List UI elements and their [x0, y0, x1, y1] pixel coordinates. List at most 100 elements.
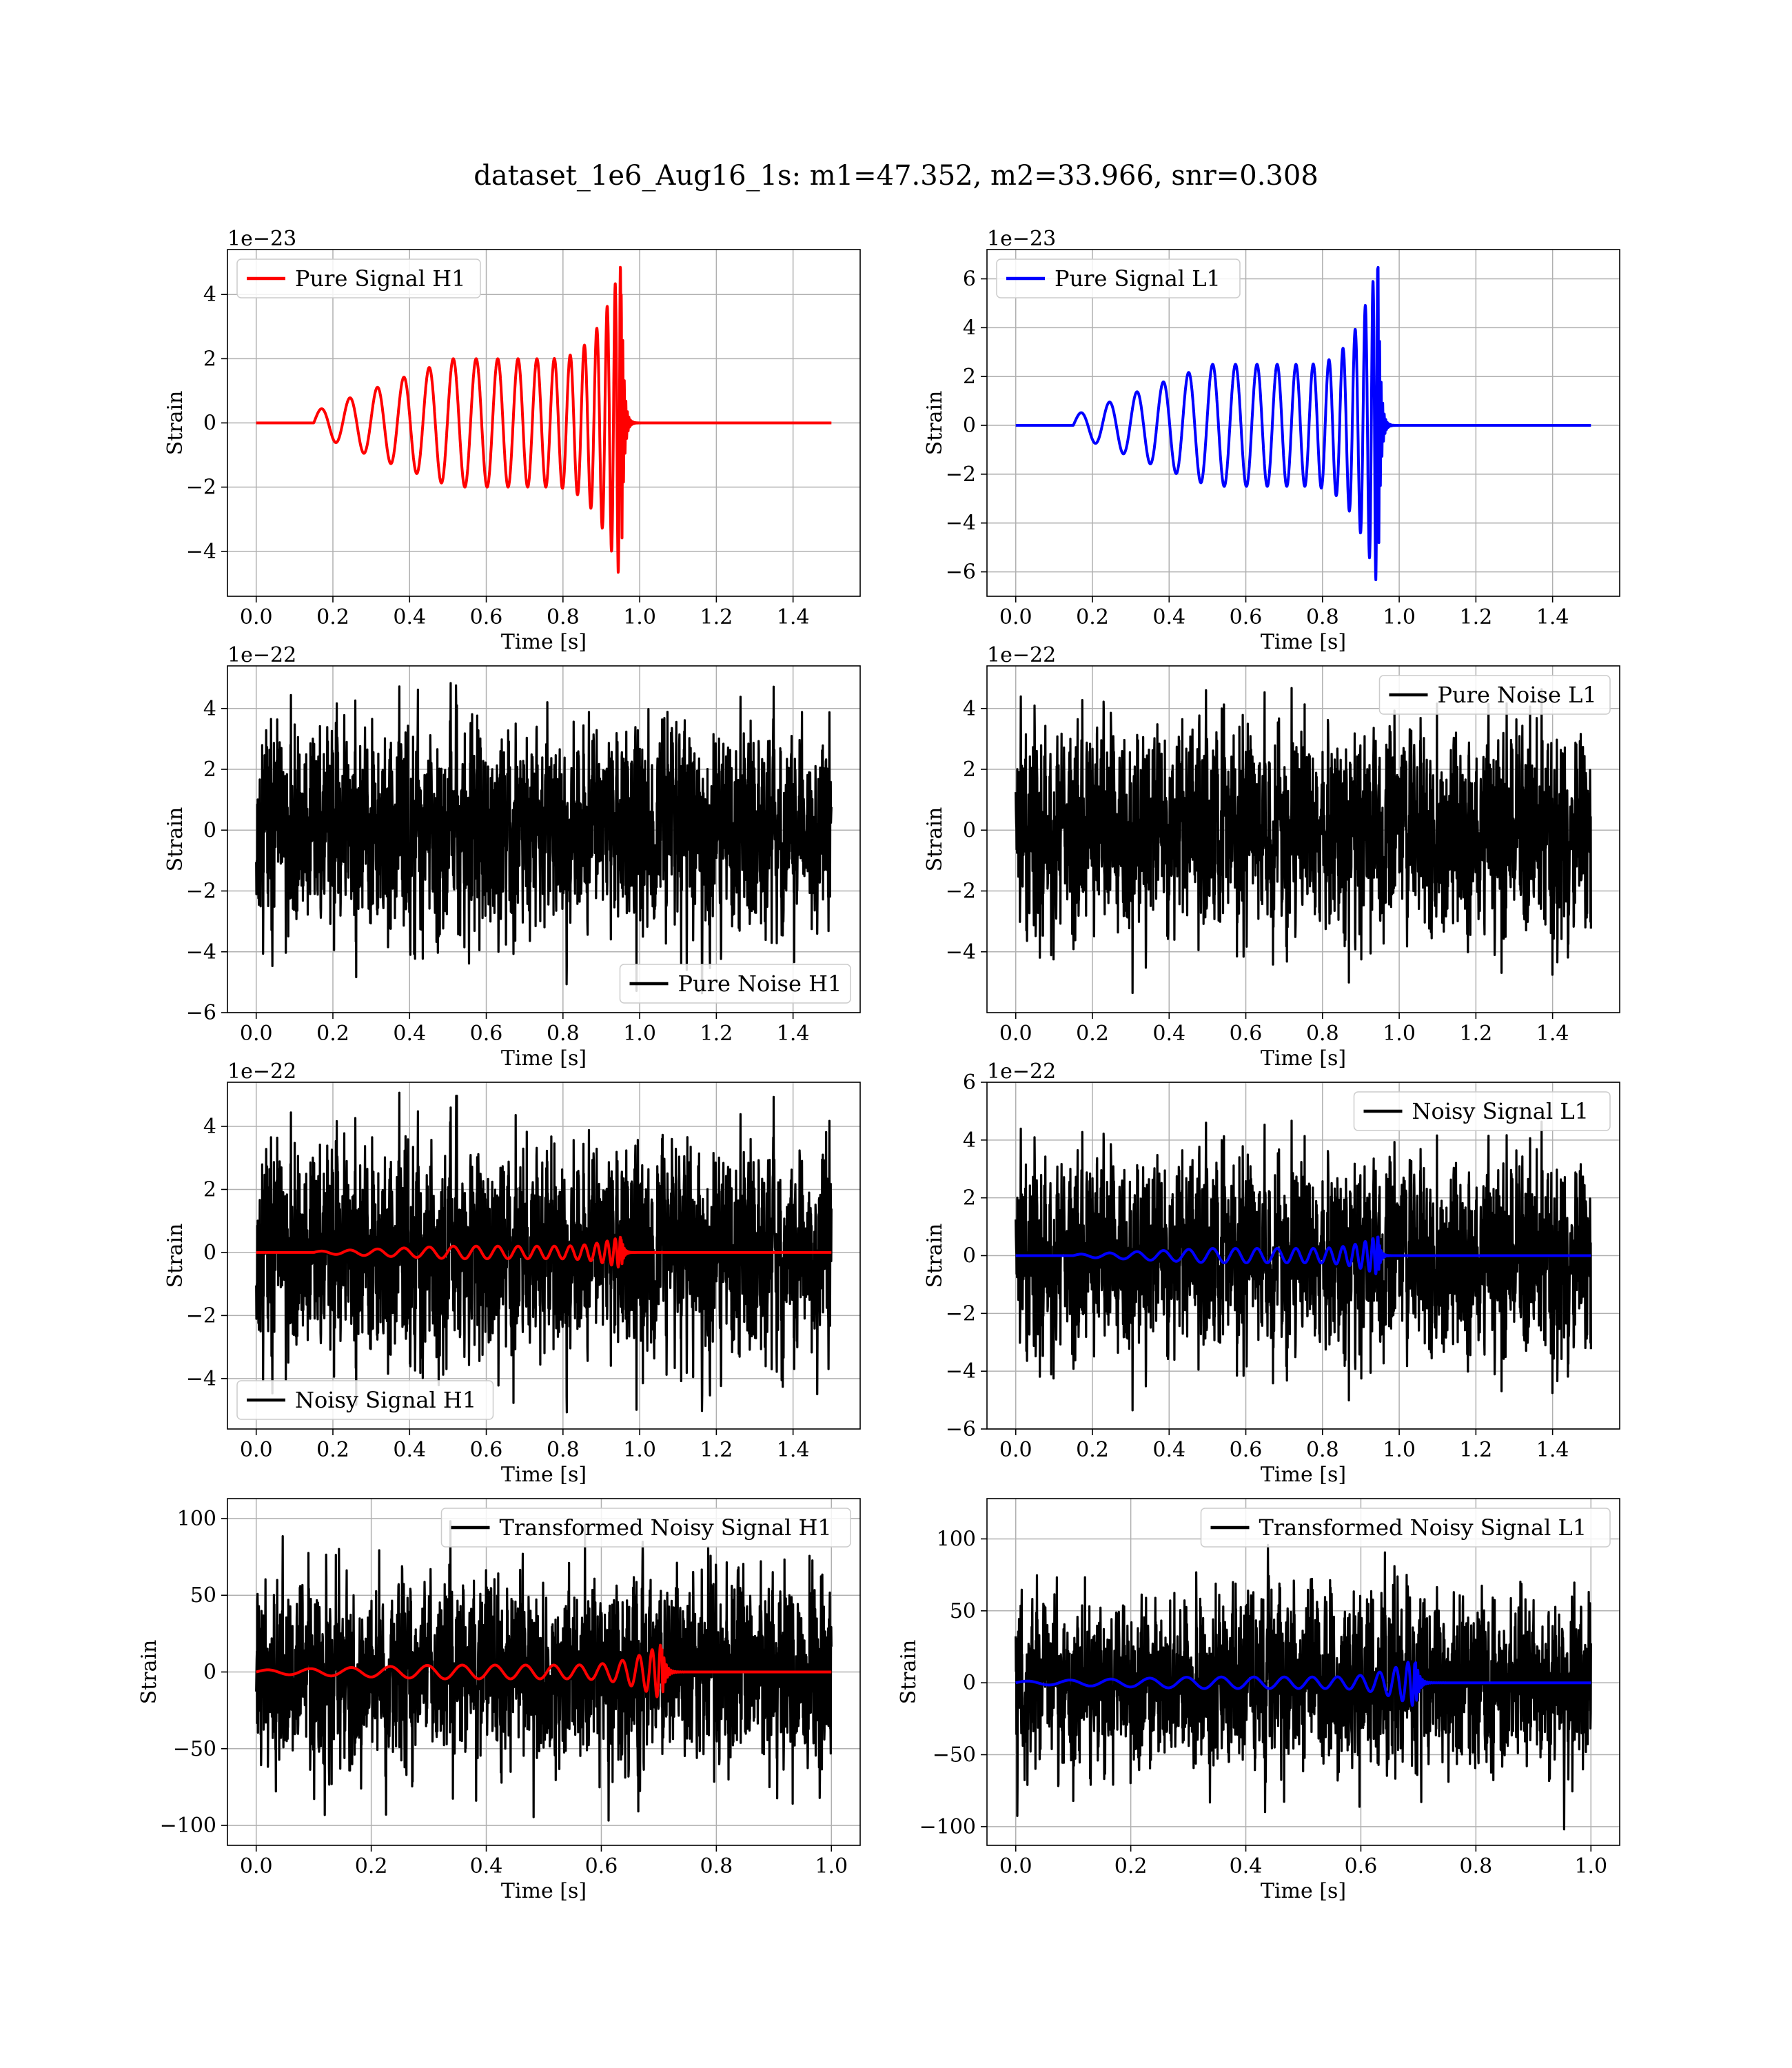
y-tick-label: 2 [963, 758, 976, 782]
x-tick-label: 0.4 [393, 1022, 426, 1046]
legend-box [619, 964, 851, 1004]
x-tick-label: 0.6 [1345, 1854, 1378, 1878]
legend-label: Pure Noise H1 [678, 971, 842, 997]
y-tick-label: 0 [203, 1241, 216, 1265]
noisy-signal-h1-panel: 0.0 0.2 0.4 0.6 0.8 1.0 1.2 1.4 −4 −2 0 2 4 Time [s] S… [163, 1060, 861, 1487]
pure-signal-h1-signal-line [255, 265, 833, 574]
noisy-signal-h1-signal-line [255, 1235, 833, 1269]
axes-frame [986, 665, 1620, 1013]
legend-label: Noisy Signal L1 [1412, 1098, 1589, 1124]
y-axis-label: Strain [897, 1640, 921, 1705]
pure-signal-l1-signal-line [1015, 265, 1592, 582]
x-tick-label: 0.8 [547, 605, 580, 629]
y-tick-label: 0 [203, 1661, 216, 1685]
transformed-noisy-signal-h1-panel: 0.0 0.2 0.4 0.6 0.8 1.0 −100 −50 0 50 100 Time [s] S… [137, 1498, 861, 1903]
y-tick-label: −2 [946, 1301, 976, 1326]
x-tick-label: 1.4 [777, 1438, 810, 1462]
noisy-signal-l1-panel: 0.0 0.2 0.4 0.6 0.8 1.0 1.2 1.4 −6 −4 −2 0 2 4 6 Time [… [923, 1060, 1620, 1487]
x-tick-label: 1.4 [1536, 605, 1569, 629]
y-axis-label: Strain [923, 1224, 947, 1288]
y-tick-label: −100 [919, 1815, 976, 1839]
y-tick-label: −6 [186, 1001, 216, 1025]
y-tick-label: −4 [946, 940, 976, 964]
x-tick-label: 0.0 [240, 1854, 273, 1878]
x-tick-label: 0.4 [393, 605, 426, 629]
y-offset-label: 1e−22 [987, 643, 1056, 667]
x-tick-label: 1.4 [777, 1022, 810, 1046]
x-tick-label: 0.8 [1306, 1438, 1339, 1462]
x-tick-label: 0.2 [1076, 1438, 1109, 1462]
x-tick-label: 0.2 [316, 605, 349, 629]
x-axis-label: Time [s] [1261, 1046, 1346, 1071]
x-axis-label: Time [s] [501, 1046, 587, 1071]
x-tick-label: 0.4 [1152, 1438, 1185, 1462]
x-tick-label: 1.0 [1383, 605, 1416, 629]
x-tick-label: 0.8 [1306, 1022, 1339, 1046]
pure-noise-l1-panel: 0.0 0.2 0.4 0.6 0.8 1.0 1.2 1.4 −4 −2 0 2 4 Time [s] S… [923, 643, 1620, 1071]
x-axis-label: Time [s] [1261, 1879, 1346, 1903]
x-tick-label: 0.4 [470, 1854, 503, 1878]
y-tick-label: 2 [203, 347, 216, 371]
x-tick-label: 0.4 [1152, 1022, 1185, 1046]
transformed-noisy-signal-l1-noise-line [1015, 1543, 1592, 1831]
x-tick-label: 0.0 [240, 605, 273, 629]
x-tick-label: 0.4 [1230, 1854, 1263, 1878]
y-tick-label: −6 [946, 560, 976, 585]
x-tick-label: 0.0 [240, 1438, 273, 1462]
y-axis-label: Strain [923, 807, 947, 872]
x-tick-label: 1.0 [1574, 1854, 1607, 1878]
transformed-noisy-signal-l1-panel: 0.0 0.2 0.4 0.6 0.8 1.0 −100 −50 0 50 100 Time [s] S… [897, 1498, 1620, 1903]
y-tick-label: 0 [963, 818, 976, 842]
y-axis-label: Strain [923, 391, 947, 456]
y-tick-label: −2 [946, 880, 976, 904]
x-axis-label: Time [s] [501, 1463, 587, 1487]
legend: Noisy Signal L1 [1353, 1091, 1611, 1131]
x-tick-label: 0.2 [1076, 1022, 1109, 1046]
x-tick-label: 0.6 [470, 605, 503, 629]
x-tick-label: 1.2 [700, 1022, 733, 1046]
x-tick-label: 1.4 [777, 605, 810, 629]
y-tick-label: −100 [160, 1814, 216, 1838]
pure-signal-l1-panel: 0.0 0.2 0.4 0.6 0.8 1.0 1.2 1.4 −6 −4 −2 0 2 4 6 Time [… [923, 227, 1620, 654]
transformed-noisy-signal-h1-signal-line [255, 1643, 833, 1699]
y-tick-label: 6 [963, 1071, 976, 1095]
y-tick-label: 2 [963, 1186, 976, 1210]
x-tick-label: 1.0 [623, 605, 656, 629]
y-axis-label: Strain [163, 391, 187, 456]
y-offset-label: 1e−22 [227, 643, 296, 667]
y-tick-label: −4 [186, 1367, 216, 1391]
pure-noise-h1-panel: 0.0 0.2 0.4 0.6 0.8 1.0 1.2 1.4 −6 −4 −2 0 2 4 Time [s… [163, 643, 861, 1071]
x-tick-label: 1.2 [700, 605, 733, 629]
x-tick-label: 0.6 [1230, 1438, 1263, 1462]
y-tick-label: 4 [963, 1128, 976, 1153]
y-tick-label: 4 [203, 1115, 216, 1139]
legend: Pure Noise H1 [619, 964, 851, 1004]
y-tick-label: −4 [186, 540, 216, 564]
x-tick-label: 0.0 [999, 1022, 1032, 1046]
x-axis-label: Time [s] [501, 1879, 587, 1903]
x-tick-label: 1.0 [1383, 1022, 1416, 1046]
y-tick-label: −6 [946, 1417, 976, 1441]
x-tick-label: 1.2 [1460, 605, 1493, 629]
x-tick-label: 0.6 [1230, 1022, 1263, 1046]
legend: Transformed Noisy Signal H1 [440, 1508, 851, 1548]
legend-label: Pure Noise L1 [1438, 682, 1597, 708]
x-tick-label: 0.6 [585, 1854, 618, 1878]
noisy-signal-h1-noise-line [255, 1091, 833, 1414]
x-tick-label: 0.2 [355, 1854, 388, 1878]
y-tick-label: 0 [963, 414, 976, 438]
legend: Transformed Noisy Signal L1 [1200, 1508, 1611, 1548]
x-tick-label: 1.2 [1460, 1022, 1493, 1046]
x-tick-label: 0.8 [547, 1438, 580, 1462]
x-tick-label: 0.2 [1114, 1854, 1148, 1878]
axes-frame [227, 1082, 861, 1430]
y-offset-label: 1e−23 [227, 227, 296, 251]
legend: Pure Signal L1 [996, 258, 1241, 298]
x-axis-label: Time [s] [501, 630, 587, 654]
y-tick-label: 2 [963, 365, 976, 389]
y-tick-label: 4 [203, 283, 216, 307]
x-tick-label: 0.8 [547, 1022, 580, 1046]
legend-box [1200, 1508, 1611, 1548]
x-tick-label: 0.8 [700, 1854, 733, 1878]
